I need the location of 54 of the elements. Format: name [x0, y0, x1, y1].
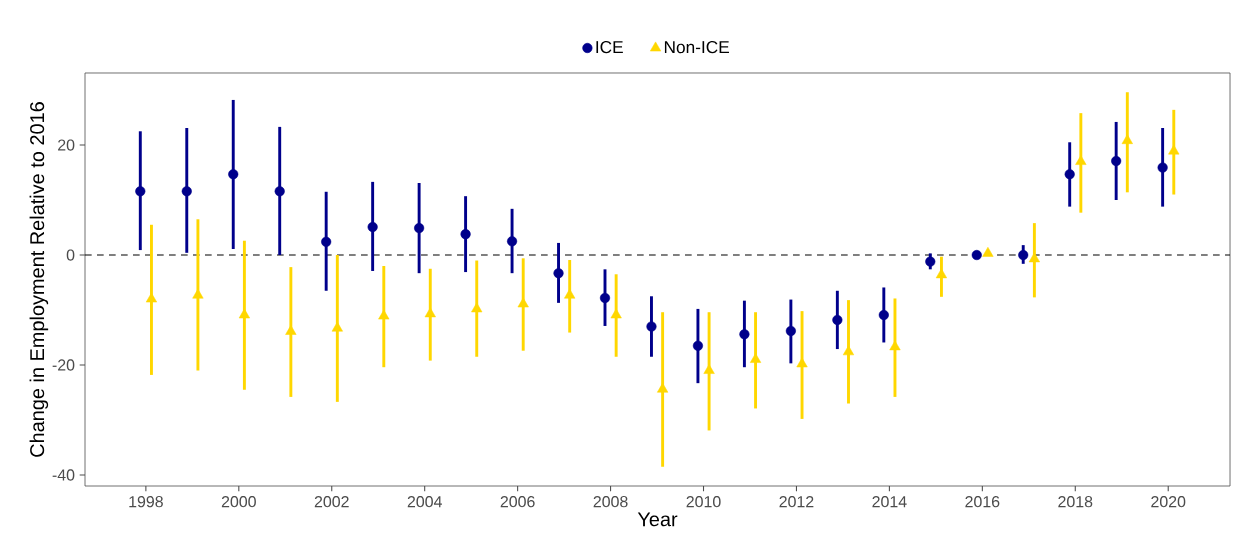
x-tick-label: 2004 — [407, 496, 442, 508]
point — [367, 221, 378, 233]
point — [692, 340, 703, 351]
point — [1111, 155, 1122, 167]
x-tick-label: 2002 — [314, 496, 349, 508]
y-axis-title: Change in Employment Relative to 2016 — [29, 102, 49, 457]
point — [238, 308, 250, 319]
legend-label: Non-ICE — [664, 40, 729, 54]
point — [321, 236, 332, 247]
point — [1075, 155, 1087, 165]
x-tick-label: 2018 — [1058, 496, 1093, 508]
point — [971, 249, 982, 261]
point — [424, 307, 436, 318]
point — [1157, 162, 1168, 173]
point — [1028, 252, 1040, 263]
point — [274, 186, 285, 197]
y-tick-label: -20 — [52, 359, 75, 371]
point — [925, 256, 936, 267]
point — [703, 364, 715, 374]
x-tick-label: 2012 — [779, 496, 814, 508]
y-tick-label: 20 — [58, 139, 75, 151]
x-axis-title: Year — [637, 512, 678, 527]
point — [750, 353, 762, 363]
point — [739, 329, 750, 340]
point — [599, 292, 611, 303]
x-tick-label: 2010 — [686, 496, 721, 508]
x-tick-label: 2020 — [1151, 496, 1186, 508]
point — [553, 268, 564, 279]
point — [785, 325, 796, 336]
point — [832, 314, 843, 325]
point — [1121, 134, 1133, 144]
x-tick-label: 2016 — [965, 496, 1000, 508]
point — [1018, 249, 1029, 261]
point — [414, 223, 425, 234]
point — [471, 302, 483, 313]
x-tick-label: 2008 — [593, 496, 628, 508]
point — [181, 186, 192, 197]
point — [1064, 169, 1075, 180]
point — [507, 236, 518, 247]
point — [878, 309, 889, 321]
point — [982, 246, 994, 257]
y-tick-label: -40 — [52, 469, 75, 481]
point — [228, 169, 239, 180]
y-tick-label: 0 — [66, 249, 75, 261]
point — [460, 229, 471, 240]
x-tick-label: 1998 — [129, 496, 163, 508]
x-tick-label: 2014 — [872, 496, 907, 508]
point — [285, 325, 297, 335]
x-tick-label: 2006 — [500, 496, 535, 508]
x-tick-label: 2000 — [221, 496, 256, 508]
point — [646, 321, 657, 332]
point — [935, 268, 947, 279]
legend-label: ICE — [596, 40, 623, 54]
point — [135, 186, 146, 197]
